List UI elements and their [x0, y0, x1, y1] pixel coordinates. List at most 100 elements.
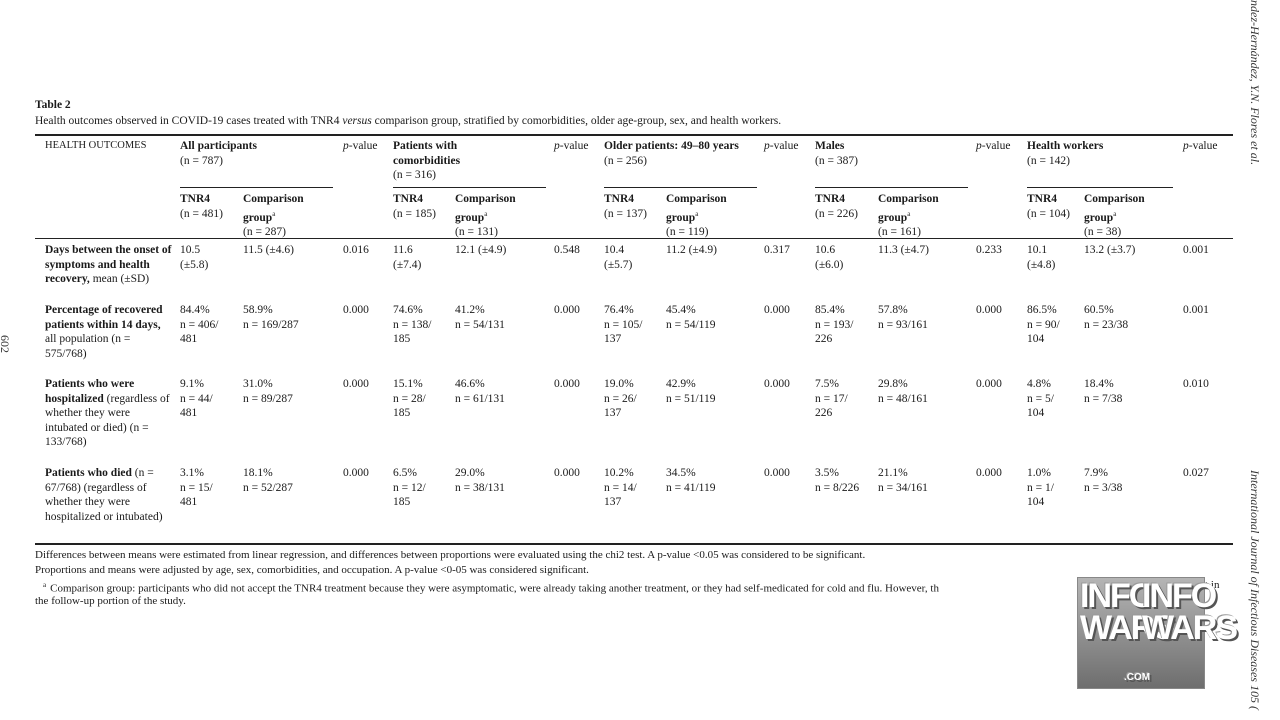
p-value-cell: 0.010: [1183, 378, 1209, 390]
p-value-cell: 0.000: [554, 378, 580, 390]
comparison-cell: 11.3 (±4.7): [878, 243, 929, 258]
p-value-header: p-value: [554, 139, 588, 154]
cell-line: n = 54/131: [455, 318, 505, 331]
cell-line: n = 193/: [815, 318, 854, 331]
cell-line: 29.8%: [878, 378, 908, 390]
tnr4-cell: 76.4% n = 105/137: [604, 303, 642, 347]
cell-line: 45.4%: [666, 304, 696, 316]
comparison-label: Comparison group: [878, 193, 939, 224]
cell-line: 11.5 (±4.6): [243, 244, 294, 256]
comparison-cell: 31.0% n = 89/287: [243, 377, 293, 406]
tnr4-cell: 3.5% n = 8/226: [815, 466, 859, 495]
cell-line: 58.9%: [243, 304, 273, 316]
tnr4-label: TNR4: [604, 193, 635, 205]
comparison-n: (n = 119): [666, 226, 709, 239]
tnr4-cell: 10.5 (±5.8): [180, 243, 208, 272]
cell-line: 19.0%: [604, 378, 634, 390]
cell-line: n = 105/: [604, 318, 643, 331]
comparison-cell: 42.9% n = 51/119: [666, 377, 716, 406]
comparison-n: (n = 161): [878, 226, 921, 239]
cell-line: 137: [604, 333, 622, 346]
p-rest: -value: [348, 140, 378, 152]
cell-line: 12.1 (±4.9): [455, 244, 507, 256]
footnote: Differences between means were estimated…: [35, 549, 866, 561]
p-italic: p: [1183, 140, 1189, 152]
cell-line: n = 26/: [604, 392, 637, 405]
cell-line: (±6.0): [815, 258, 844, 271]
page-number: 602: [0, 335, 12, 353]
footnote-mark: a: [484, 209, 488, 218]
cell-line: 104: [1027, 407, 1045, 420]
p-value-cell: 0.016: [343, 244, 369, 256]
p-italic: p: [554, 140, 560, 152]
p-value-cell: 0.027: [1183, 467, 1209, 479]
comparison-header: Comparison groupa (n = 119): [666, 192, 741, 240]
tnr4-cell: 10.1 (±4.8): [1027, 243, 1055, 272]
p-value-cell: 0.317: [764, 244, 790, 256]
cell-line: 18.4%: [1084, 378, 1114, 390]
tnr4-cell: 9.1% n = 44/481: [180, 377, 213, 421]
group-n: (n = 387): [815, 154, 858, 167]
p-value-cell: 0.000: [343, 378, 369, 390]
group-n: (n = 316): [393, 169, 436, 182]
comparison-cell: 46.6% n = 61/131: [455, 377, 505, 406]
group-underline: [393, 187, 546, 188]
tnr4-n: (n = 137): [604, 207, 647, 220]
comparison-label: Comparison group: [666, 193, 727, 224]
cell-line: 11.2 (±4.9): [666, 244, 717, 256]
cell-line: n = 54/119: [666, 318, 716, 331]
group-underline: [180, 187, 333, 188]
comparison-cell: 11.5 (±4.6): [243, 243, 294, 258]
cell-line: 41.2%: [455, 304, 485, 316]
watermark-logo: INFO WARS INFO WARS .COM: [1077, 577, 1238, 689]
cell-line: n = 23/38: [1084, 318, 1129, 331]
outcome-bold: Patients who died: [45, 467, 132, 479]
comparison-header: Comparison groupa (n = 287): [243, 192, 318, 240]
group-underline: [604, 187, 757, 188]
p-value-header: p-value: [764, 139, 798, 154]
comparison-cell: 18.1% n = 52/287: [243, 466, 293, 495]
group-name: All participants: [180, 140, 257, 152]
tnr4-cell: 4.8% n = 5/104: [1027, 377, 1054, 421]
watermark-com: .COM: [1124, 672, 1151, 683]
tnr4-cell: 85.4% n = 193/226: [815, 303, 853, 347]
group-underline: [815, 187, 968, 188]
cell-line: 481: [180, 496, 198, 509]
comparison-cell: 11.2 (±4.9): [666, 243, 717, 258]
tnr4-cell: 19.0% n = 26/137: [604, 377, 637, 421]
p-value-cell: 0.000: [554, 467, 580, 479]
outcome-bold: Percentage of recovered patients within …: [45, 304, 163, 331]
outcome-bold: Patients who were hospitalized: [45, 378, 135, 405]
p-value-cell: 0.000: [976, 304, 1002, 316]
cell-line: 226: [815, 333, 833, 346]
caption-text: Health outcomes observed in COVID-19 cas…: [35, 115, 343, 127]
group-name: Health workers: [1027, 140, 1104, 152]
cell-line: 4.8%: [1027, 378, 1051, 390]
p-rest: -value: [769, 140, 799, 152]
comparison-label: Comparison group: [455, 193, 516, 224]
tnr4-header: TNR4 (n = 185): [393, 192, 436, 221]
header-rule: [35, 238, 1233, 239]
cell-line: n = 169/287: [243, 318, 299, 331]
caption-italic: versus: [342, 115, 372, 127]
p-value-cell: 0.000: [343, 304, 369, 316]
cell-line: 3.1%: [180, 467, 204, 479]
p-value-cell: 0.000: [554, 304, 580, 316]
cell-line: 34.5%: [666, 467, 696, 479]
group-n: (n = 142): [1027, 154, 1070, 167]
tnr4-header: TNR4 (n = 104): [1027, 192, 1070, 221]
cell-line: 137: [604, 407, 622, 420]
cell-line: 481: [180, 407, 198, 420]
footnote-mark: a: [695, 209, 699, 218]
footnote-mark: a: [272, 209, 276, 218]
footnote-mark: a: [907, 209, 911, 218]
p-rest: -value: [559, 140, 589, 152]
footnote-a: a Comparison group: participants who did …: [35, 578, 939, 596]
comparison-cell: 29.8% n = 48/161: [878, 377, 928, 406]
tnr4-header: TNR4 (n = 226): [815, 192, 858, 221]
cell-line: (±5.7): [604, 258, 633, 271]
watermark-word: WARS: [1142, 609, 1238, 647]
cell-line: n = 3/38: [1084, 481, 1123, 494]
cell-line: n = 28/: [393, 392, 426, 405]
